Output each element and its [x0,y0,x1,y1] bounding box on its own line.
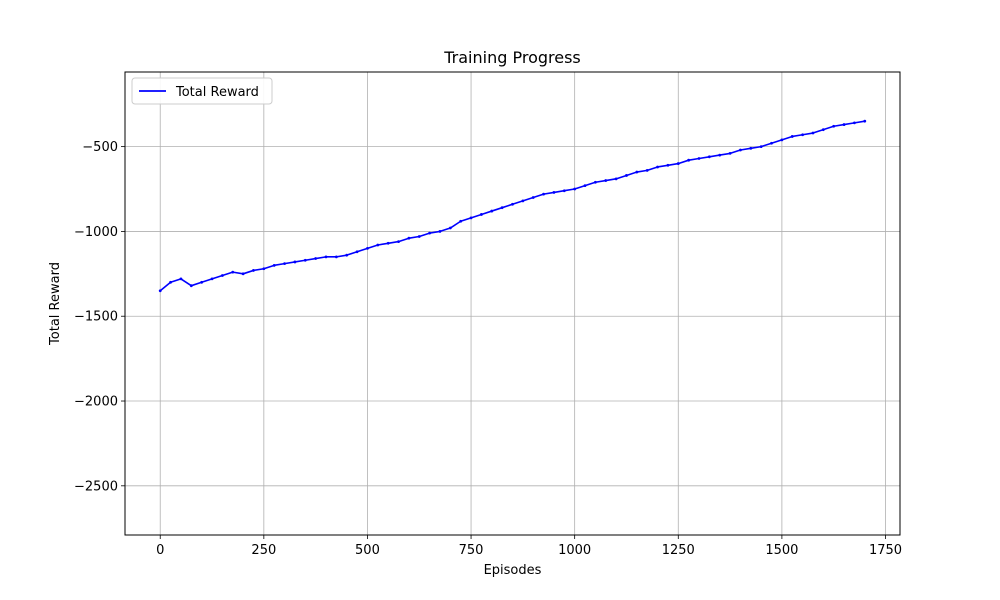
data-point [324,255,328,259]
data-point [293,260,297,264]
data-point [158,289,162,293]
data-point [531,196,535,199]
x-tick-label: 1500 [765,543,798,558]
chart-title: Training Progress [443,48,581,67]
data-point [728,152,732,155]
series-layer [158,119,867,293]
data-point [366,246,369,250]
data-point [770,141,773,145]
y-axis-title: Total Reward [48,262,63,346]
data-point [480,213,483,216]
x-tick-label: 500 [355,543,380,558]
data-point [521,199,525,203]
data-point [459,219,463,223]
data-point [593,180,597,184]
y-tick-label: −500 [82,140,118,155]
data-point [376,243,380,247]
data-point [407,236,411,240]
data-point [552,191,556,194]
y-tick-label: −1500 [74,310,118,325]
data-point [811,131,815,135]
data-point [718,153,722,157]
data-point [334,255,338,259]
y-tick-label: −2500 [74,479,118,494]
data-point [604,179,608,182]
x-tick-label: 1000 [558,543,591,558]
data-point [272,263,276,267]
x-tick-label: 1750 [869,543,902,558]
x-axis-title: Episodes [484,563,542,578]
data-point [801,133,805,137]
data-point [759,145,763,149]
data-point [863,119,867,123]
data-point [241,272,245,276]
data-point [645,168,649,172]
x-tick-label: 1250 [662,543,695,558]
data-point [179,277,183,281]
y-tick-label: −2000 [74,395,118,410]
data-point [262,267,266,271]
data-point [614,177,618,181]
data-point [252,269,255,272]
data-point [303,258,307,262]
y-tick-label: −1000 [74,225,118,240]
data-point [231,270,235,274]
data-point [687,158,691,162]
legend: Total Reward [131,77,273,105]
data-point [314,257,318,260]
data-point [511,202,514,206]
x-tick-label: 0 [156,543,164,558]
grid [125,72,900,535]
data-point [666,163,670,167]
data-point [842,123,846,126]
data-point [853,121,856,125]
data-point [283,262,286,266]
data-point [210,277,214,281]
data-point [832,124,836,128]
data-point [542,192,545,196]
data-point [428,231,432,235]
data-point [220,274,224,277]
data-point [355,250,359,254]
data-point [790,135,794,138]
data-point [189,284,193,288]
data-point [448,226,452,230]
x-tick-label: 250 [251,543,276,558]
data-point [417,235,421,238]
data-point [707,155,711,159]
data-point [345,253,349,257]
x-tick-label: 750 [459,543,484,558]
data-point [749,146,753,150]
data-point [469,216,473,220]
data-point [625,174,628,177]
data-point [635,170,639,174]
data-point [386,241,390,245]
data-point [397,240,400,243]
data-point [697,157,701,160]
data-point [583,184,587,188]
legend-box [131,77,273,105]
data-point [200,280,204,284]
data-point [562,189,566,193]
legend-label: Total Reward [175,85,259,100]
data-point [821,128,825,132]
data-point [169,280,172,284]
data-point [739,148,742,152]
plot-frame [124,71,901,536]
data-point [500,206,504,210]
data-point [490,209,494,213]
data-point [438,230,442,233]
data-point [656,165,659,169]
data-point [676,162,680,165]
axis-ticks: 0 250 500 750 1000 1250 1500 1750 −2500 −2000 −150… [74,140,902,558]
data-point [780,138,784,142]
data-point [573,187,577,191]
